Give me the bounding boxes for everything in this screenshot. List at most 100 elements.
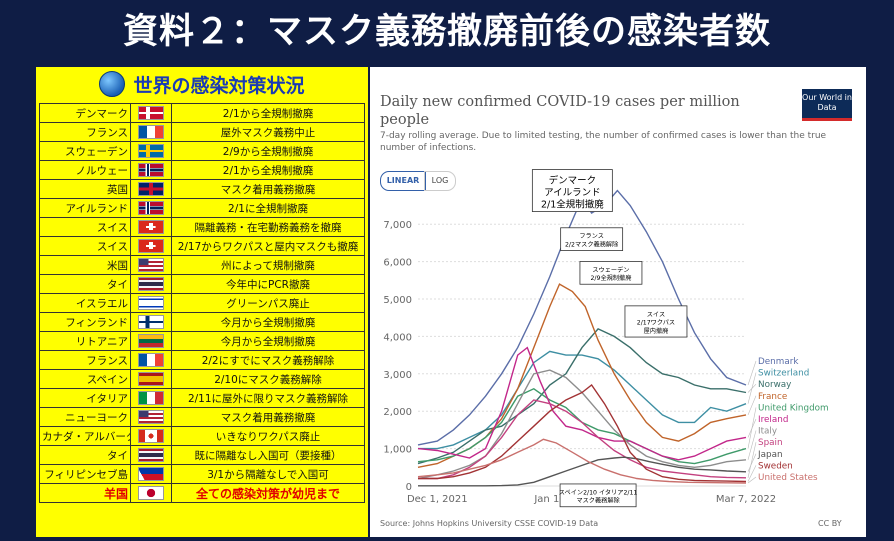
measure-row: スイス 2/17からワクパスと屋内マスクも撤廃: [39, 236, 365, 256]
measure-text: 2/1から全規制撤廃: [171, 160, 365, 180]
chart-license[interactable]: CC BY: [818, 519, 842, 528]
measure-row: ニューヨーク マスク着用義務撤廃: [39, 407, 365, 427]
country-name: スペイン: [39, 369, 131, 389]
country-name: 羊国: [39, 483, 131, 503]
linear-scale-button[interactable]: LINEAR: [380, 171, 426, 191]
legend-connector: [747, 442, 757, 478]
canada-flag: [138, 429, 164, 443]
measure-text: 3/1から隔離なしで入国可: [171, 464, 365, 484]
y-tick-label: 6,000: [383, 258, 412, 269]
switzerland-flag: [138, 239, 164, 253]
measure-row: フィリピンセブ島 3/1から隔離なしで入国可: [39, 464, 365, 484]
legend-connector: [747, 383, 757, 393]
annotation-frame: [531, 169, 613, 212]
measure-row: スペイン 2/10にマスク義務解除: [39, 369, 365, 389]
log-scale-button[interactable]: LOG: [424, 171, 456, 191]
israel-flag: [138, 296, 164, 310]
annotation-text: フランス: [579, 233, 604, 240]
series-line-norway: [417, 328, 747, 465]
annotation-text: スウェーデン: [592, 266, 629, 274]
measure-text: 2/17からワクパスと屋内マスクも撤廃: [171, 236, 365, 256]
country-name: イタリア: [39, 388, 131, 408]
philippines-flag: [138, 467, 164, 481]
sweden-flag: [138, 144, 164, 158]
owid-logo: Our World in Data: [802, 89, 852, 121]
globe-icon: [99, 71, 126, 97]
y-tick-label: 1,000: [383, 445, 412, 456]
legend-label: Norway: [758, 380, 791, 390]
legend-connector: [747, 418, 757, 438]
measures-table: デンマーク 2/1から全規制撤廃 フランス 屋外マスク義務中止 スウェーデン 2/9から全…: [39, 103, 365, 503]
measure-text: マスク着用義務撤廃: [171, 407, 365, 427]
series-line-italy: [417, 369, 747, 480]
legend-connector: [747, 395, 757, 416]
country-name: 英国: [39, 179, 131, 199]
annotation-text: 屋内撤廃: [644, 327, 670, 335]
denmark-flag: [138, 106, 164, 120]
measure-row: フランス 屋外マスク義務中止: [39, 122, 365, 142]
annotation-text: アイルランド: [544, 188, 601, 199]
series-line-sweden: [418, 383, 747, 483]
series-line-united-kingdom: [417, 387, 747, 465]
legend-label: Switzerland: [758, 369, 809, 379]
chart-panel: 0 1,000 2,000 3,000 4,000 5,000 6,000 7,000 Dec …: [370, 67, 866, 537]
slide-title: 資料２：マスク義務撤廃前後の感染者数: [122, 12, 771, 52]
annotation-frame: [624, 305, 688, 338]
x-tick-label: Dec 1, 2021: [407, 494, 468, 505]
legend-label: Sweden: [758, 461, 793, 471]
y-tick-label: 4,000: [383, 332, 412, 343]
legend-label: Japan: [757, 450, 783, 460]
country-name: フィンランド: [39, 312, 131, 332]
country-name: フランス: [39, 350, 131, 370]
country-name: スイス: [39, 236, 131, 256]
country-name: フランス: [39, 122, 131, 142]
measure-row: リトアニア 今月から全規制撤廃: [39, 331, 365, 351]
measure-text: 隔離義務・在宅勤務義務を撤廃: [171, 217, 365, 237]
measure-text: 2/11に屋外に限りマスク義務解除: [171, 388, 365, 408]
measure-row: デンマーク 2/1から全規制撤廃: [39, 103, 365, 123]
measure-row: タイ 今年中にPCR撤廃: [39, 274, 365, 294]
annotation-text: 2/17ワクパス: [637, 320, 675, 327]
line-chart: 0 1,000 2,000 3,000 4,000 5,000 6,000 7,000 Dec …: [383, 169, 829, 508]
usa-flag: [138, 410, 164, 424]
measure-row: タイ 既に隔離なし入国可（要接種）: [39, 445, 365, 465]
measure-text: 既に隔離なし入国可（要接種）: [171, 445, 365, 465]
norway-flag: [138, 163, 164, 177]
measures-title-text: 世界の感染対策状況: [133, 74, 305, 97]
legend-connector: [747, 430, 757, 460]
measure-text: 州によって規制撤廃: [171, 255, 365, 275]
legend-label: Denmark: [758, 357, 799, 367]
measure-text: 屋外マスク義務中止: [171, 122, 365, 142]
finland-flag: [138, 315, 164, 329]
legend-label: United Kingdom: [758, 403, 829, 413]
legend-connector: [747, 360, 757, 386]
usa-flag: [138, 258, 164, 272]
measure-text: 2/1に全規制撤廃: [171, 198, 365, 218]
country-name: タイ: [39, 445, 131, 465]
measures-title: 世界の感染対策状況: [36, 67, 368, 101]
measure-text: 2/2にすでにマスク義務解除: [171, 350, 365, 370]
measure-row: イスラエル グリーンパス廃止: [39, 293, 365, 313]
country-name: カナダ・アルバータ州: [39, 426, 131, 446]
country-name: イスラエル: [39, 293, 131, 313]
measure-text: グリーンパス廃止: [171, 293, 365, 313]
measure-text: 2/9から全規制撤廃: [171, 141, 365, 161]
annotation-text: デンマーク: [549, 175, 597, 187]
uk-flag: [138, 182, 164, 196]
country-name: リトアニア: [39, 331, 131, 351]
annotation-text: マスク義務解除: [576, 497, 620, 505]
measure-row: スイス 隔離義務・在宅勤務義務を撤廃: [39, 217, 365, 237]
norway-flag: [138, 201, 164, 215]
measure-text: 今月から全規制撤廃: [171, 312, 365, 332]
series-line-switzerland: [418, 350, 747, 450]
series-line-spain: [418, 399, 747, 480]
measure-row: スウェーデン 2/9から全規制撤廃: [39, 141, 365, 161]
lithuania-flag: [138, 334, 164, 348]
country-name: ノルウェー: [39, 160, 131, 180]
measure-row: アイルランド 2/1に全規制撤廃: [39, 198, 365, 218]
measure-text: マスク着用義務撤廃: [171, 179, 365, 199]
country-name: スイス: [39, 217, 131, 237]
